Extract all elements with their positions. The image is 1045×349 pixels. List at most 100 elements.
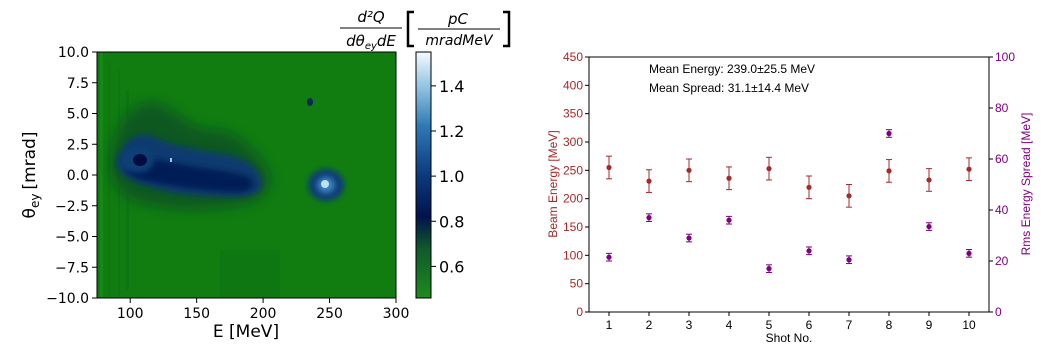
scatter-x-tick-label: 5 [766,318,773,332]
series-energy-spread [606,129,972,273]
scatter-x-tick-label: 8 [886,318,893,332]
colorbar-frame [415,51,432,299]
scatter-left-tick-label: 300 [563,135,583,149]
colorbar-tick-label: 0.6 [439,257,464,276]
scatter-left-tick-label: 150 [563,220,583,234]
scatter-right-tick-label: 40 [995,203,1009,217]
scatter-plot: 1 2 3 4 5 6 7 8 9 10 050100150200250300350400450 … [546,50,1033,345]
data-point [926,177,932,183]
colorbar-label-numerator: d²Q [357,8,385,26]
annotation-mean-spread: Mean Spread: 31.1±14.4 MeV [649,81,809,95]
colorbar-ticks: 1.4 1.2 1.0 0.8 0.6 [431,77,464,276]
data-point [726,175,732,181]
data-point [926,223,932,230]
scatter-left-tick-label: 0 [576,305,583,319]
heatmap-plot: 100 150 200 250 300 10.0 7.5 5.0 2.5 0.0 −2.5 −5.0… [20,45,409,342]
data-point [966,166,972,172]
heatmap-y-tick-label: −5.0 [55,230,89,246]
colorbar: 1.4 1.2 1.0 0.8 0.6 d²Q dθeydE pC mradMeV [340,8,511,299]
scatter-left-tick-label: 250 [563,163,583,177]
scatter-right-tick-label: 100 [995,50,1015,64]
heatmap-y-label-unit: [mrad] [20,132,40,190]
heatmap-y-ticks: 10.0 7.5 5.0 2.5 0.0 −2.5 −5.0 −7.5 −10.0 [46,45,97,307]
scatter-left-tick-label: 400 [563,78,583,92]
scatter-x-tick-label: 4 [726,318,733,332]
scatter-left-tick-label: 50 [570,277,584,291]
data-point [806,184,812,190]
scatter-left-tick-label: 100 [563,248,583,262]
data-point [846,193,852,199]
colorbar-label-den-sub: ey [365,41,378,52]
scatter-left-tick-label: 450 [563,50,583,64]
heatmap-y-tick-label: 10.0 [58,45,89,61]
heatmap-y-tick-label: 7.5 [67,76,89,92]
colorbar-tick-label: 0.8 [439,212,464,231]
scatter-right-tick-label: 80 [995,101,1009,115]
scatter-left-y-ticks: 0 50 100 150 200 250 300 350 400 450 [563,50,589,319]
scatter-x-tick-label: 10 [962,318,976,332]
heatmap-x-label: E [MeV] [213,322,279,342]
heatmap-x-tick-label: 200 [250,306,277,322]
heatmap-y-tick-label: 5.0 [67,107,89,123]
heatmap-image [97,52,396,298]
data-point [686,235,692,241]
data-point [846,257,852,263]
data-point [806,248,812,254]
scatter-x-ticks: 1 2 3 4 5 6 7 8 9 10 [606,312,976,332]
scatter-frame [588,56,990,313]
scatter-right-y-label: Rms Energy Spread [MeV] [1019,113,1033,256]
colorbar-unit-denominator: mradMeV [425,33,494,49]
data-point [886,130,892,137]
colorbar-gradient [416,52,431,298]
scatter-left-y-label: Beam Energy [MeV] [546,130,560,237]
colorbar-label-den-b: dE [377,32,397,50]
heatmap-x-tick-label: 150 [183,306,210,322]
scatter-x-tick-label: 6 [806,318,813,332]
heatmap-y-tick-label: 0.0 [67,168,89,184]
heatmap-y-tick-label: −10.0 [46,291,89,307]
data-point [766,266,772,272]
scatter-series [606,129,972,273]
data-point [686,167,692,173]
scatter-x-tick-label: 9 [926,318,933,332]
heatmap-x-tick-label: 300 [383,306,410,322]
data-point [886,168,892,174]
data-point [646,178,652,184]
scatter-x-tick-label: 7 [846,318,853,332]
colorbar-tick-label: 1.4 [439,77,464,96]
heatmap-y-tick-label: −7.5 [55,260,89,276]
scatter-x-tick-label: 2 [646,318,653,332]
colorbar-label-denominator: dθeydE [346,32,396,52]
data-point [646,215,652,221]
heatmap-x-tick-label: 100 [117,306,144,322]
colorbar-label-den-a: dθ [346,32,365,50]
heatmap-y-tick-label: 2.5 [67,137,89,153]
heatmap-x-ticks: 100 150 200 250 300 [117,298,410,322]
colorbar-unit-numerator: pC [447,10,469,28]
colorbar-tick-label: 1.0 [439,167,464,186]
annotation-mean-energy: Mean Energy: 239.0±25.5 MeV [649,62,815,76]
heatmap-y-tick-label: −2.5 [55,199,89,215]
heatmap-y-label: θey [mrad] [20,132,42,219]
heatmap-x-tick-label: 250 [316,306,343,322]
scatter-x-tick-label: 1 [606,318,613,332]
scatter-right-tick-label: 20 [995,254,1009,268]
data-point [966,250,972,256]
data-point [726,217,732,223]
heatmap-y-label-sub: ey [28,194,42,208]
data-point [606,164,612,171]
colorbar-label: d²Q dθeydE pC mradMeV [340,8,511,52]
scatter-right-tick-label: 0 [995,305,1002,319]
scatter-left-tick-label: 200 [563,192,583,206]
scatter-x-label: Shot No. [766,331,813,345]
colorbar-tick-label: 1.2 [439,122,464,141]
scatter-left-tick-label: 350 [563,107,583,121]
scatter-right-tick-label: 60 [995,152,1009,166]
heatmap-y-label-symbol: θ [20,208,40,218]
data-point [606,254,612,260]
scatter-x-tick-label: 3 [686,318,693,332]
data-point [766,166,772,172]
series-beam-energy [606,155,972,208]
scatter-right-y-ticks: 0 20 40 60 80 100 [989,50,1015,319]
